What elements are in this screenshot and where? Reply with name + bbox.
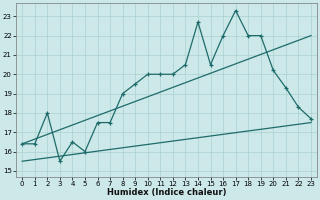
- X-axis label: Humidex (Indice chaleur): Humidex (Indice chaleur): [107, 188, 226, 197]
